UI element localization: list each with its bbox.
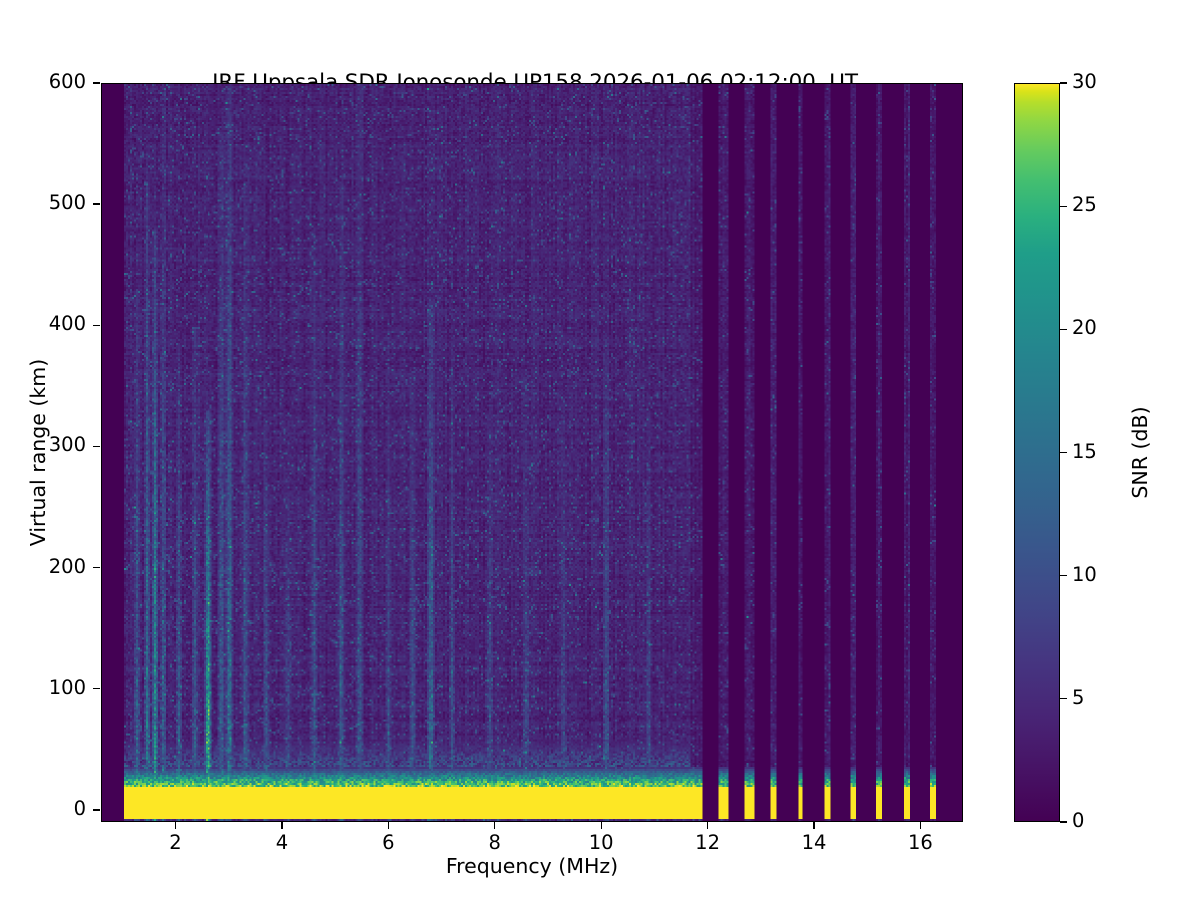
x-tick-label: 6 bbox=[382, 831, 395, 854]
x-tick-label: 14 bbox=[801, 831, 827, 854]
y-tick-mark bbox=[93, 203, 100, 205]
y-tick-mark bbox=[93, 324, 100, 326]
colorbar-tick-label: 0 bbox=[1072, 809, 1085, 832]
colorbar-tick-mark bbox=[1060, 575, 1067, 577]
x-tick-label: 8 bbox=[488, 831, 501, 854]
colorbar-tick-label: 30 bbox=[1072, 70, 1097, 93]
y-tick-label: 400 bbox=[48, 312, 86, 336]
x-tick-mark bbox=[281, 822, 283, 829]
x-tick-mark bbox=[706, 822, 709, 829]
x-tick-mark bbox=[600, 822, 602, 829]
y-tick-mark bbox=[93, 688, 100, 690]
x-tick-mark bbox=[174, 822, 177, 829]
x-axis-label: Frequency (MHz) bbox=[445, 854, 619, 878]
colorbar-tick-label: 15 bbox=[1072, 439, 1097, 463]
colorbar-label: SNR (dB) bbox=[1128, 406, 1152, 499]
x-tick-label: 12 bbox=[695, 831, 720, 854]
ionogram-heatmap bbox=[102, 84, 962, 821]
colorbar-tick-mark bbox=[1060, 205, 1067, 207]
y-axis-label: Virtual range (km) bbox=[26, 358, 50, 547]
colorbar-tick-mark bbox=[1060, 451, 1067, 454]
colorbar-tick-label: 10 bbox=[1072, 562, 1097, 586]
x-tick-label: 2 bbox=[169, 831, 182, 854]
colorbar-gradient bbox=[1014, 83, 1060, 822]
x-tick-label: 10 bbox=[588, 831, 614, 854]
y-tick-mark bbox=[93, 809, 100, 811]
colorbar-tick-label: 25 bbox=[1072, 193, 1097, 217]
y-tick-mark bbox=[93, 566, 100, 569]
y-tick-mark bbox=[93, 82, 100, 84]
y-tick-label: 0 bbox=[73, 796, 86, 820]
y-tick-mark bbox=[93, 445, 100, 448]
x-tick-label: 16 bbox=[908, 831, 933, 854]
colorbar-tick-mark bbox=[1060, 698, 1067, 700]
y-tick-label: 600 bbox=[48, 70, 86, 93]
colorbar-tick-label: 20 bbox=[1072, 316, 1097, 340]
x-tick-mark bbox=[919, 822, 922, 829]
y-tick-label: 100 bbox=[48, 675, 86, 699]
y-tick-label: 500 bbox=[48, 191, 86, 215]
x-tick-mark bbox=[813, 822, 815, 829]
y-tick-label: 200 bbox=[48, 554, 86, 578]
x-tick-mark bbox=[494, 822, 496, 829]
ionogram-axes bbox=[101, 83, 963, 822]
colorbar-tick-mark bbox=[1060, 821, 1067, 823]
y-tick-label: 300 bbox=[48, 433, 86, 457]
x-tick-mark bbox=[387, 822, 389, 829]
colorbar-tick-label: 5 bbox=[1072, 685, 1085, 709]
x-tick-label: 4 bbox=[275, 831, 289, 854]
colorbar-tick-mark bbox=[1060, 328, 1067, 330]
colorbar-tick-mark bbox=[1060, 82, 1067, 84]
